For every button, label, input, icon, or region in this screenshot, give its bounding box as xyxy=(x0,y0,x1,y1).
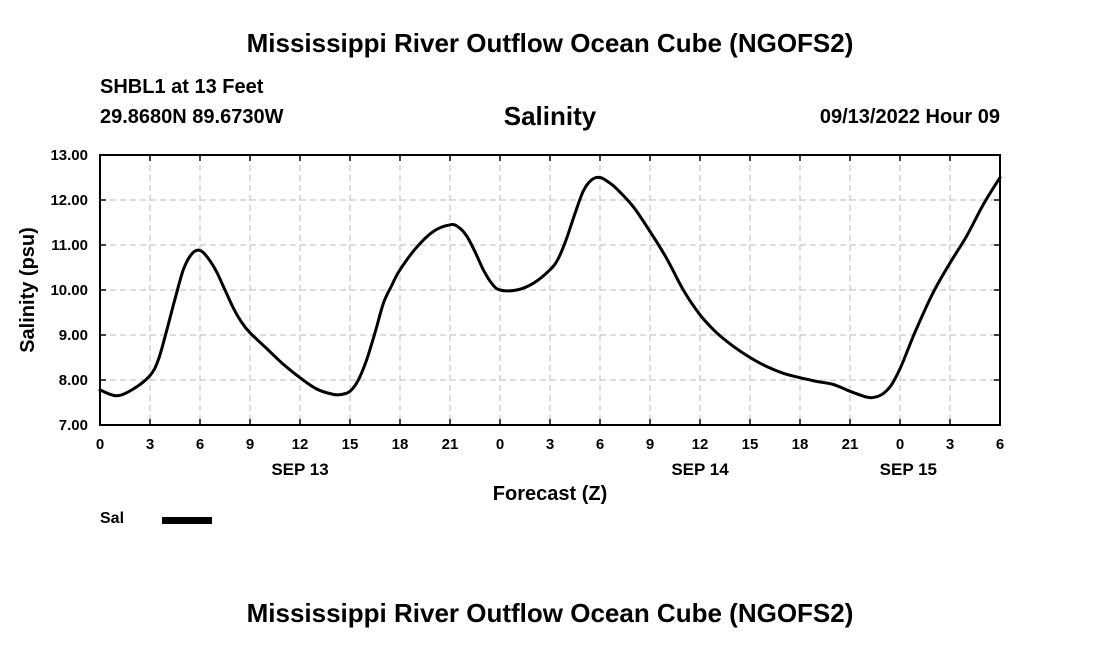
x-tick-label: 0 xyxy=(96,436,104,453)
grid-layer xyxy=(100,155,1000,425)
x-tick-label: 3 xyxy=(146,436,154,453)
x-tick-label: 3 xyxy=(546,436,554,453)
date-label: SEP 13 xyxy=(271,460,328,479)
station-coordinates: 29.8680N 89.6730W xyxy=(100,106,284,128)
x-tick-label: 15 xyxy=(742,436,759,453)
x-tick-label: 9 xyxy=(246,436,254,453)
legend-swatch xyxy=(162,517,212,524)
forecast-datetime: 09/13/2022 Hour 09 xyxy=(819,106,1000,128)
x-tick-label: 6 xyxy=(996,436,1004,453)
date-label: SEP 14 xyxy=(671,460,729,479)
y-tick-label: 11.00 xyxy=(51,237,88,254)
chart-subtitle: Salinity xyxy=(503,101,597,131)
x-axis-label: Forecast (Z) xyxy=(493,483,607,505)
x-tick-label: 15 xyxy=(342,436,359,453)
salinity-series-line xyxy=(98,175,1002,400)
x-tick-label: 12 xyxy=(692,436,709,453)
x-tick-label: 9 xyxy=(646,436,654,453)
legend-label: Sal xyxy=(100,510,125,527)
x-tick-label: 18 xyxy=(392,436,409,453)
y-axis-label: Salinity (psu) xyxy=(17,227,39,353)
station-name: SHBL1 at 13 Feet xyxy=(100,76,264,98)
x-tick-label: 21 xyxy=(442,436,459,453)
series-layer xyxy=(98,175,1002,400)
tick-layer: 0 3 6 9 12 15 18 21 0 3 6 9 12 15 18 21 0 3 6 7.00 8.00 9.00 1… xyxy=(50,147,1004,479)
x-tick-label: 12 xyxy=(292,436,309,453)
x-tick-label: 0 xyxy=(496,436,504,453)
x-tick-label: 21 xyxy=(842,436,859,453)
y-tick-label: 12.00 xyxy=(50,192,88,209)
y-tick-label: 7.00 xyxy=(59,417,88,434)
x-tick-label: 18 xyxy=(792,436,809,453)
date-label: SEP 15 xyxy=(880,460,937,479)
x-tick-label: 3 xyxy=(946,436,954,453)
y-tick-label: 13.00 xyxy=(50,147,88,164)
y-tick-label: 9.00 xyxy=(59,327,88,344)
y-tick-label: 8.00 xyxy=(59,372,88,389)
y-tick-label: 10.00 xyxy=(50,282,88,299)
x-tick-label: 6 xyxy=(596,436,604,453)
x-tick-label: 6 xyxy=(196,436,204,453)
main-title: Mississippi River Outflow Ocean Cube (NG… xyxy=(246,28,854,58)
x-tick-label: 0 xyxy=(896,436,904,453)
footer-title: Mississippi River Outflow Ocean Cube (NG… xyxy=(246,598,854,628)
